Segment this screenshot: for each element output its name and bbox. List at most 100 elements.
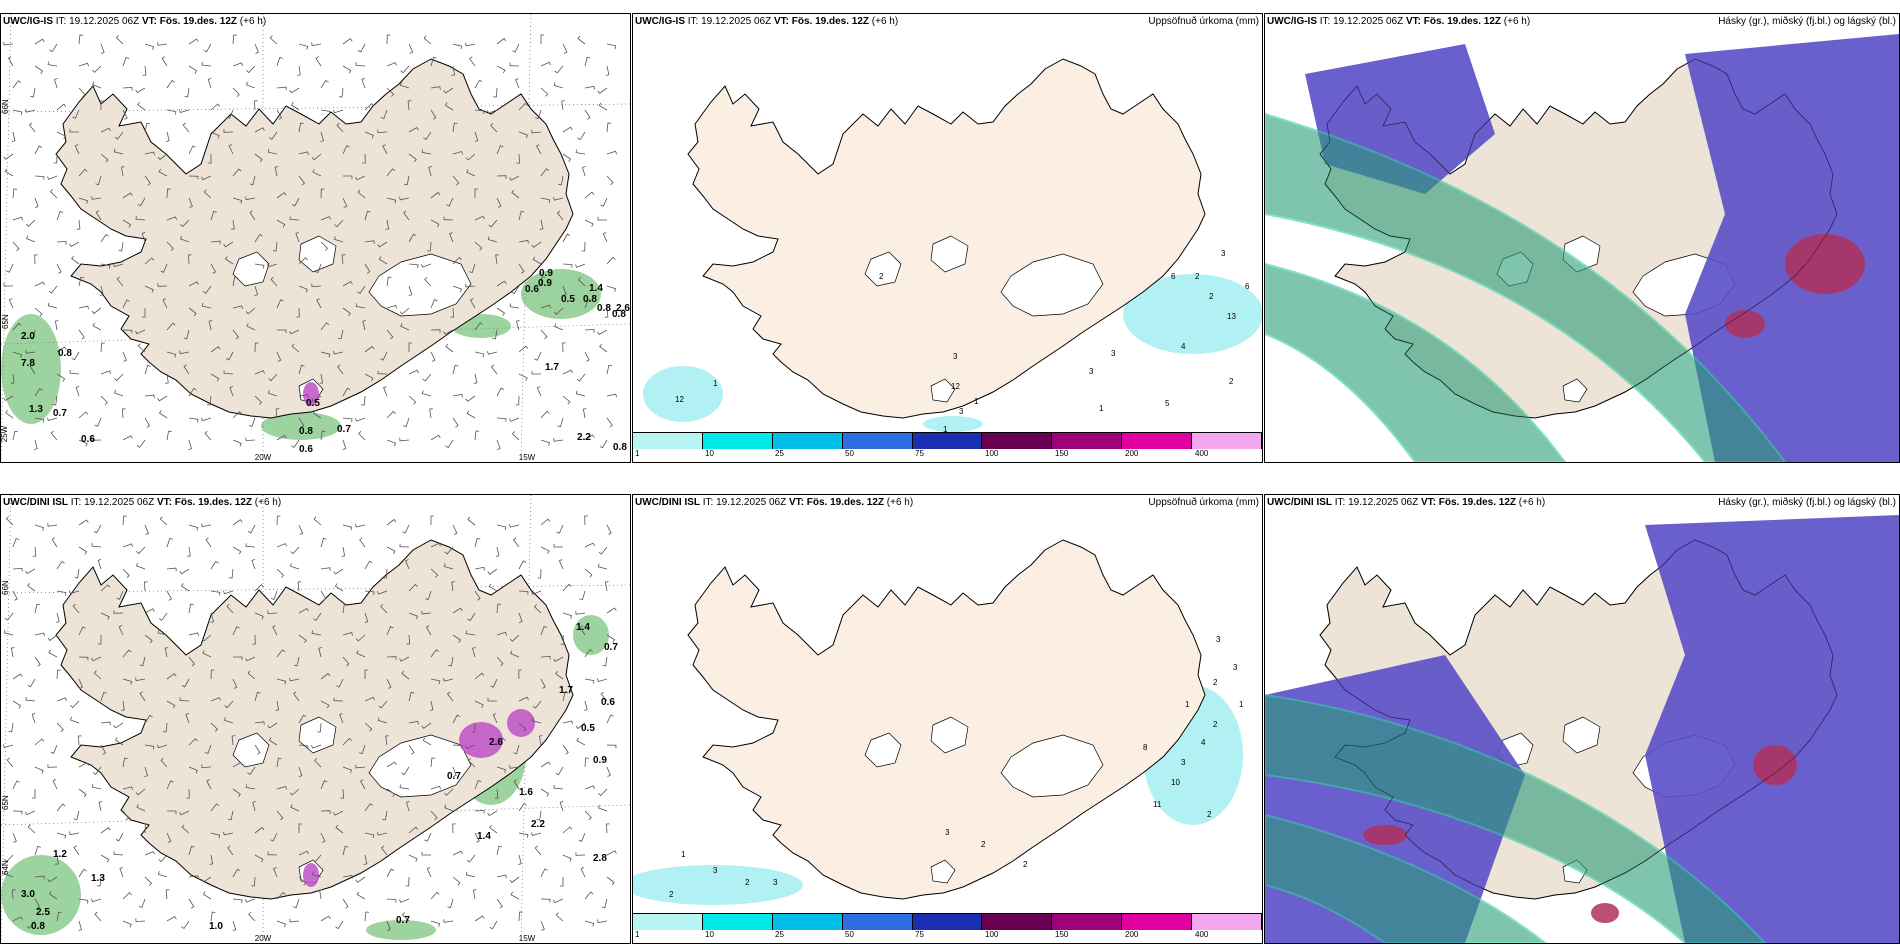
colorbar-tick-label: 75 — [915, 930, 924, 939]
wind-barb — [201, 876, 212, 883]
value-label: 1.7 — [559, 685, 573, 696]
value-label: 0.7 — [53, 408, 67, 419]
wind-barb — [575, 263, 586, 268]
wind-barb — [268, 131, 278, 140]
wind-barb — [422, 373, 432, 382]
wind-barb — [496, 737, 506, 746]
wind-barb — [47, 302, 58, 309]
wind-barb — [245, 81, 256, 89]
wind-barb — [34, 387, 43, 397]
accum-value-label: 2 — [1207, 810, 1212, 819]
wind-barb — [553, 656, 564, 663]
wind-barb — [100, 342, 105, 353]
precip-colorbar — [633, 432, 1262, 449]
wind-barb — [386, 197, 397, 204]
colorbar-tick-label: 1 — [635, 449, 640, 458]
wind-barb — [122, 810, 130, 821]
wind-barb — [298, 766, 303, 777]
accum-value-label: 12 — [675, 395, 684, 404]
wind-barb — [377, 370, 388, 375]
iceland-landmass — [55, 539, 574, 900]
colorbar-tick-label: 10 — [705, 449, 714, 458]
wind-barb — [25, 696, 36, 702]
wind-barb — [311, 153, 322, 161]
wind-barb — [122, 192, 133, 199]
precip-panel-igis: UWC/IG-IS IT: 19.12.2025 06Z VT: Fös. 19… — [632, 13, 1263, 463]
wind-barb — [267, 390, 278, 397]
wind-barb — [540, 276, 546, 287]
colorbar-tick-label: 50 — [845, 449, 854, 458]
wind-barb — [311, 283, 322, 288]
wind-barb — [430, 191, 441, 199]
wind-barb — [516, 320, 520, 331]
wind-barb — [166, 915, 177, 922]
wind-barb — [166, 567, 177, 572]
wind-barb — [245, 656, 256, 662]
wind-barb — [386, 62, 397, 67]
wind-barb — [509, 175, 520, 181]
wind-barb — [444, 102, 454, 111]
wind-barb — [254, 721, 265, 725]
wind-barb — [166, 780, 174, 790]
wind-barb — [598, 102, 608, 111]
wind-barb — [47, 417, 58, 421]
wind-barb — [600, 197, 608, 207]
wind-barb — [34, 417, 45, 423]
wind-barb — [443, 329, 454, 335]
wind-barb — [430, 678, 441, 685]
wind-barb — [421, 149, 432, 155]
wind-barb — [56, 803, 66, 812]
wind-barb — [320, 537, 327, 548]
wind-barb — [122, 515, 127, 526]
wind-barb — [100, 127, 111, 133]
wind-barb — [69, 128, 79, 133]
wind-barb — [562, 583, 572, 592]
wind-barb — [223, 831, 234, 836]
wind-barb — [357, 43, 366, 53]
wind-barb — [298, 524, 304, 535]
wind-barb — [408, 369, 419, 375]
accum-value-label: 2 — [745, 878, 750, 887]
wind-barb — [144, 175, 151, 186]
wind-barb — [584, 351, 590, 362]
wind-barb — [452, 151, 463, 155]
wind-barb — [210, 346, 221, 353]
wind-barb — [34, 524, 45, 531]
colorbar-swatch — [1052, 914, 1123, 930]
accum-value-label: 2 — [1023, 860, 1028, 869]
wind-barb — [297, 581, 302, 592]
wind-barb — [452, 823, 456, 834]
wind-barb — [428, 166, 432, 177]
wind-barb — [408, 720, 419, 725]
wind-barb — [575, 722, 586, 730]
wind-barb — [320, 430, 326, 441]
wind-barb — [116, 276, 124, 287]
wind-barb — [562, 285, 567, 296]
wind-barb — [276, 543, 287, 548]
wind-barb — [445, 439, 454, 449]
precip-area — [633, 865, 803, 905]
wind-barb — [12, 216, 23, 221]
wind-barb — [118, 241, 124, 252]
wind-barb — [606, 364, 613, 375]
wind-barb — [511, 285, 520, 295]
wind-barb — [227, 845, 234, 856]
panel-title: UWC/DINI ISL IT: 19.12.2025 06Z VT: Fös.… — [635, 497, 914, 508]
wind-barb — [161, 56, 168, 67]
wind-barb — [430, 891, 440, 900]
wind-barb — [232, 761, 243, 768]
wind-barb — [489, 824, 498, 834]
wind-barb — [342, 38, 353, 45]
wind-barb — [34, 845, 41, 856]
wind-barb — [157, 283, 168, 287]
wind-barb — [78, 276, 85, 287]
value-label: 1.0 — [209, 921, 223, 932]
wind-barb — [341, 254, 346, 265]
wind-barb — [298, 823, 303, 833]
wind-barb — [562, 826, 573, 834]
wind-barb — [386, 439, 397, 447]
wind-barb — [555, 670, 564, 680]
wind-barb — [119, 867, 124, 878]
wind-barb — [408, 263, 419, 269]
wind-barb — [554, 323, 564, 331]
